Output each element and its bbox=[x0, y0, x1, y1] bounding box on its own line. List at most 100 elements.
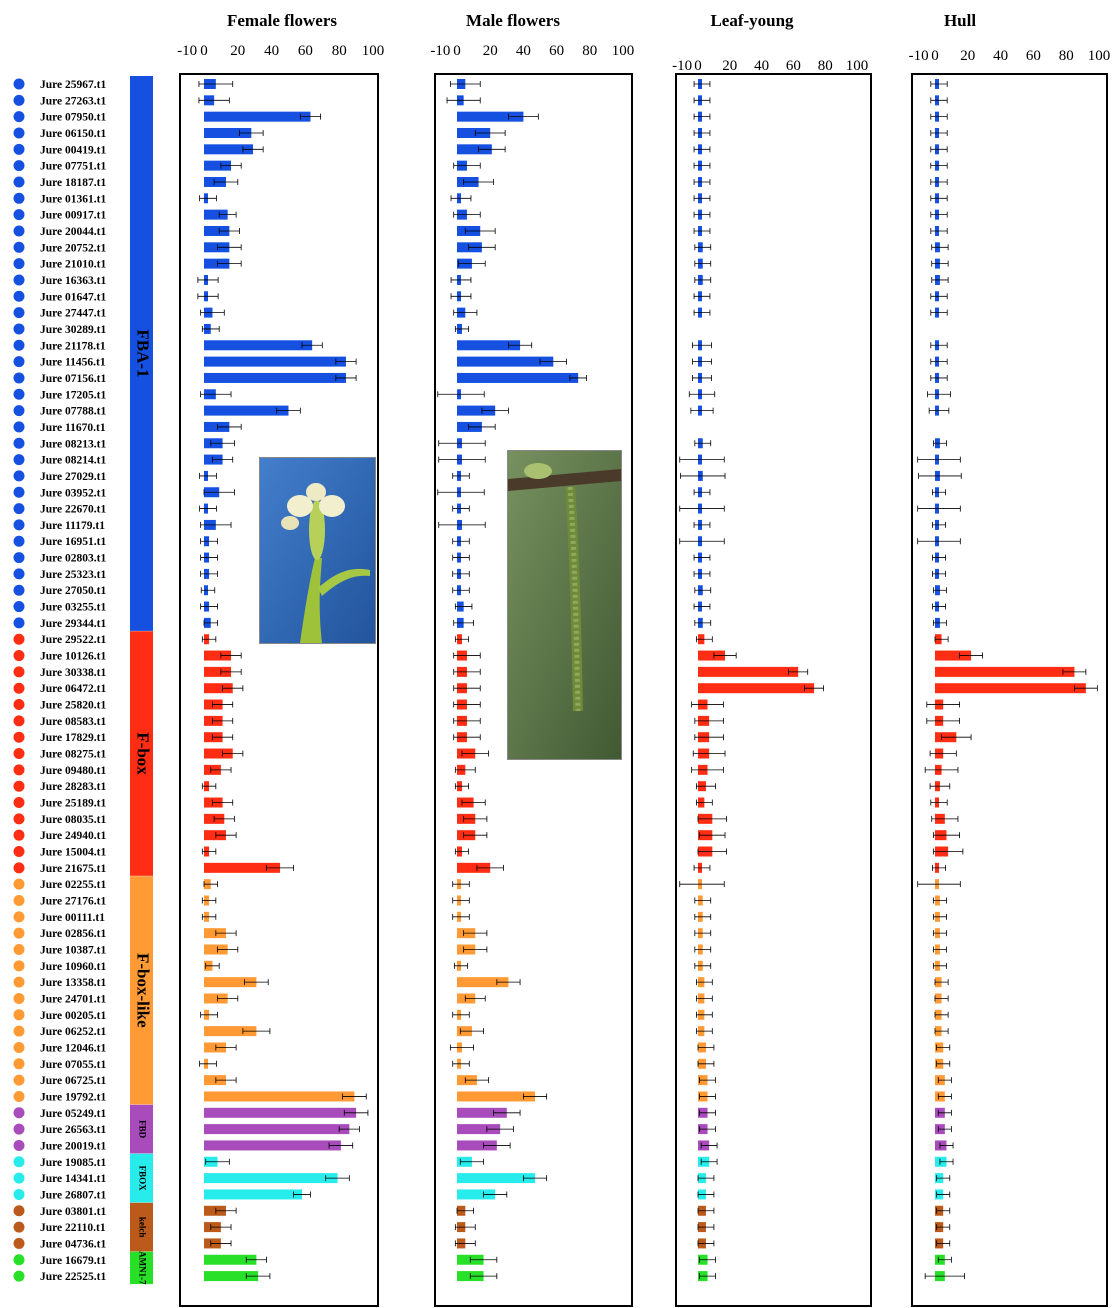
tick-label: 40 bbox=[516, 43, 531, 59]
error-bar bbox=[203, 619, 218, 626]
gene-dot bbox=[13, 290, 25, 302]
error-bar bbox=[932, 619, 947, 626]
gene-label: Jure 30289.t1 bbox=[40, 324, 106, 336]
error-bar bbox=[697, 1224, 715, 1231]
error-bar bbox=[932, 946, 947, 953]
gene-dot bbox=[13, 1237, 25, 1249]
gene-dot bbox=[13, 372, 25, 384]
gene-label: Jure 06252.t1 bbox=[40, 1026, 106, 1038]
error-bar bbox=[694, 717, 724, 724]
gene-dot bbox=[13, 1025, 25, 1037]
tick-label: 20 bbox=[230, 43, 245, 59]
error-bar bbox=[481, 407, 509, 414]
error-bar bbox=[215, 1077, 237, 1084]
bar bbox=[204, 209, 228, 220]
gene-label: Jure 27447.t1 bbox=[40, 308, 106, 320]
tick-label: -10 bbox=[430, 43, 450, 59]
error-bar bbox=[788, 668, 809, 675]
gene-dot bbox=[13, 307, 25, 319]
error-bar bbox=[679, 538, 725, 545]
error-bar bbox=[220, 162, 242, 169]
error-bar bbox=[453, 211, 481, 218]
error-bar bbox=[325, 1175, 350, 1182]
gene-dot bbox=[13, 1270, 25, 1282]
tick-label: 0 bbox=[200, 43, 208, 59]
error-bar bbox=[699, 1077, 716, 1084]
group-bar-column: FBA-1 F-box F-box-like FBD FBOX kelch AMN1-7 bbox=[130, 76, 153, 1285]
gene-label: Jure 27176.t1 bbox=[40, 896, 106, 908]
bar bbox=[204, 1091, 355, 1102]
error-bar bbox=[453, 962, 469, 969]
error-bar bbox=[693, 227, 711, 234]
error-bar bbox=[934, 995, 949, 1002]
error-bar bbox=[210, 1240, 232, 1247]
bar bbox=[698, 683, 815, 694]
error-bar bbox=[486, 1126, 514, 1133]
error-bar bbox=[212, 701, 234, 708]
error-bar bbox=[937, 1126, 952, 1133]
bar bbox=[935, 650, 972, 661]
error-bar bbox=[693, 81, 711, 87]
bar bbox=[457, 127, 491, 138]
error-bar bbox=[453, 309, 478, 316]
bar bbox=[204, 944, 228, 955]
panel: Hull -10 0 20 40 60 80 100 bbox=[909, 11, 1110, 1307]
error-bar bbox=[213, 178, 239, 185]
gene-dot bbox=[13, 1156, 25, 1168]
error-bar bbox=[220, 668, 242, 675]
error-bar bbox=[200, 554, 218, 561]
error-bar bbox=[694, 587, 712, 594]
error-bar bbox=[694, 619, 712, 626]
gene-label: Jure 06725.t1 bbox=[40, 1075, 106, 1087]
gene-label: Jure 22525.t1 bbox=[40, 1271, 106, 1283]
error-bar bbox=[201, 913, 217, 920]
bar bbox=[457, 1189, 496, 1200]
gene-dot bbox=[13, 437, 25, 449]
gene-dot bbox=[13, 584, 25, 596]
gene-dot bbox=[13, 650, 25, 662]
error-bar bbox=[696, 1028, 713, 1035]
group-bar bbox=[130, 1202, 153, 1252]
bar bbox=[204, 1026, 257, 1037]
error-bar bbox=[461, 750, 489, 757]
panel-title: Hull bbox=[944, 11, 976, 30]
error-bar bbox=[245, 1256, 267, 1263]
tick-label: 40 bbox=[264, 43, 279, 59]
female-flower-photo bbox=[259, 457, 376, 644]
error-bar bbox=[338, 1126, 360, 1133]
error-bar bbox=[454, 1240, 476, 1247]
error-bar bbox=[342, 1093, 367, 1100]
error-bar bbox=[464, 1077, 489, 1084]
gene-label: Jure 10387.t1 bbox=[40, 944, 106, 956]
error-bar bbox=[930, 227, 948, 234]
gene-dot bbox=[13, 519, 25, 531]
gene-label: Jure 08583.t1 bbox=[40, 716, 106, 728]
gene-dot bbox=[13, 486, 25, 498]
gene-label: Jure 25820.t1 bbox=[40, 700, 106, 712]
error-bar bbox=[276, 407, 301, 414]
error-bar bbox=[679, 456, 725, 463]
error-bar bbox=[508, 342, 533, 349]
bar bbox=[204, 421, 230, 432]
error-bar bbox=[937, 1093, 952, 1100]
gene-label: Jure 21010.t1 bbox=[40, 259, 106, 271]
error-bar bbox=[203, 881, 218, 888]
error-bar bbox=[200, 587, 216, 594]
tick-label: -10 bbox=[909, 48, 929, 64]
error-bar bbox=[464, 227, 496, 234]
gene-label: Jure 27029.t1 bbox=[40, 471, 106, 483]
error-bar bbox=[694, 440, 712, 447]
gene-label: Jure 17829.t1 bbox=[40, 732, 106, 744]
gene-label: Jure 11179.t1 bbox=[40, 520, 105, 532]
error-bar bbox=[454, 1224, 476, 1231]
panel: Male flowers -10 0 20 40 60 80 100 bbox=[430, 11, 634, 1307]
error-bar bbox=[924, 766, 959, 773]
error-bar bbox=[693, 178, 711, 185]
error-bar bbox=[697, 848, 728, 855]
error-bar bbox=[918, 472, 962, 479]
bar bbox=[457, 356, 554, 367]
error-bar bbox=[453, 668, 481, 675]
gene-dot bbox=[13, 1074, 25, 1086]
